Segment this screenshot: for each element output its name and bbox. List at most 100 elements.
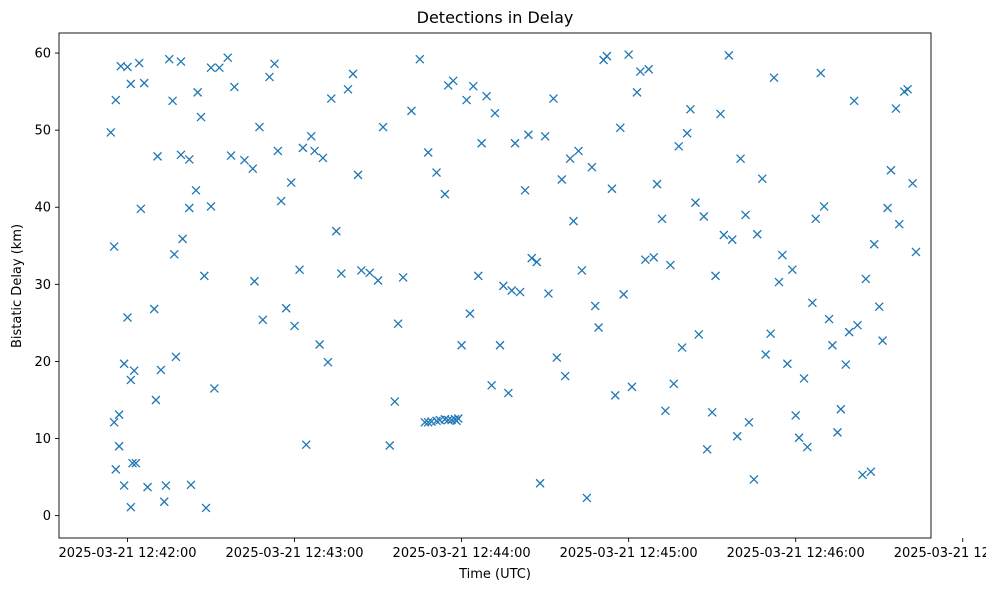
data-point [610, 390, 620, 400]
data-point [685, 104, 695, 114]
data-point [560, 371, 570, 381]
data-point [276, 196, 286, 206]
data-point [310, 146, 320, 156]
data-point [273, 146, 283, 156]
data-point [590, 301, 600, 311]
x-tick-label: 2025-03-21 12:47:00 [894, 546, 986, 561]
data-point [640, 255, 650, 265]
data-point [866, 467, 876, 477]
data-point [151, 395, 161, 405]
data-point [249, 276, 259, 286]
data-point [453, 414, 463, 423]
data-point [552, 353, 562, 363]
data-point [894, 219, 904, 229]
data-point [465, 309, 475, 319]
data-point [123, 313, 132, 322]
data-point [206, 202, 216, 211]
data-point [515, 287, 525, 297]
data-point [727, 235, 737, 245]
data-point [398, 272, 408, 282]
data-point [649, 252, 659, 262]
data-point [168, 96, 178, 106]
axes [58, 32, 932, 539]
x-tick-label: 2025-03-21 12:43:00 [226, 546, 364, 561]
data-point [832, 427, 842, 437]
data-point [184, 203, 194, 213]
data-point [196, 112, 206, 122]
data-point [206, 63, 216, 73]
data-point [301, 440, 311, 450]
data-point [802, 442, 812, 452]
data-point [306, 131, 316, 141]
data-point [171, 352, 181, 362]
data-point [694, 329, 704, 339]
data-point [258, 315, 268, 325]
data-point [385, 441, 395, 450]
data-point [432, 416, 441, 426]
data-point [523, 130, 533, 140]
data-point [248, 164, 258, 174]
y-tick-label: 20 [34, 355, 51, 370]
data-point [682, 128, 692, 138]
data-point [176, 150, 186, 160]
data-point [393, 319, 403, 329]
data-point [440, 189, 450, 199]
y-axis-label: Bistatic Delay (km) [10, 224, 25, 348]
data-point [816, 68, 826, 78]
data-point [791, 410, 801, 420]
data-point [543, 289, 553, 299]
y-tick-label: 0 [43, 509, 51, 524]
data-point [106, 127, 116, 137]
data-point [318, 153, 328, 163]
data-point [448, 76, 458, 86]
data-point [191, 185, 201, 195]
data-point [290, 321, 299, 331]
x-tick-label: 2025-03-21 12:45:00 [560, 546, 698, 561]
data-point [139, 78, 149, 88]
data-point [487, 380, 497, 390]
data-point [627, 382, 637, 392]
data-point [702, 444, 712, 454]
data-point [498, 281, 508, 291]
data-point [209, 383, 219, 393]
data-point [119, 359, 129, 369]
data-point [477, 138, 487, 148]
data-point [749, 474, 759, 484]
data-point [373, 276, 383, 285]
data-point [565, 154, 575, 164]
data-point [336, 269, 346, 279]
data-point [782, 359, 792, 369]
data-point [574, 146, 583, 156]
data-point [674, 141, 684, 151]
data-point [757, 174, 767, 184]
data-point [128, 458, 137, 468]
data-point [602, 51, 612, 61]
data-point [732, 431, 742, 441]
x-tick-label: 2025-03-21 12:44:00 [393, 546, 531, 561]
data-point [281, 303, 291, 313]
plot-area-frame [58, 32, 932, 539]
data-point [660, 406, 670, 416]
data-point [799, 373, 809, 383]
data-point [811, 214, 821, 224]
data-point [348, 69, 358, 79]
y-tick-label: 10 [34, 432, 51, 447]
data-point [569, 216, 578, 226]
data-point [719, 230, 729, 240]
data-point [111, 95, 121, 105]
data-point [265, 72, 274, 82]
data-point [582, 493, 592, 503]
data-point [131, 458, 141, 468]
data-point [540, 131, 550, 141]
data-point [270, 59, 279, 69]
data-point [632, 87, 642, 97]
data-point [184, 154, 194, 164]
data-point [468, 81, 478, 91]
data-point [149, 304, 159, 314]
data-point [201, 503, 211, 513]
data-point [153, 151, 163, 161]
data-point [161, 481, 171, 491]
data-point [908, 178, 918, 188]
data-point [390, 397, 400, 406]
